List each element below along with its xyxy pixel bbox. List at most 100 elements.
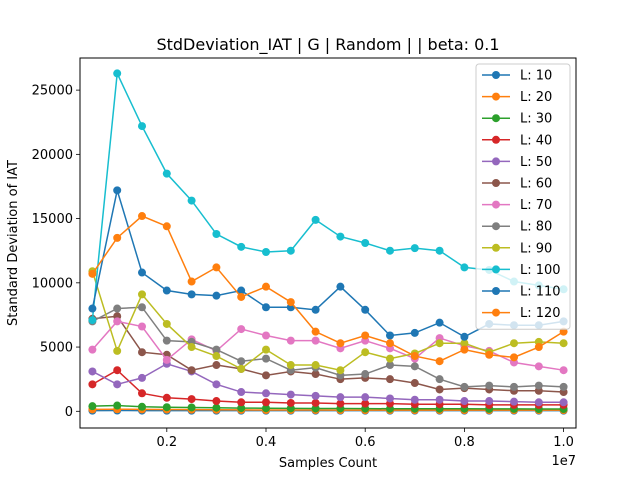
x-axis-offset-label: 1e7 bbox=[551, 454, 576, 469]
data-point bbox=[187, 366, 196, 375]
data-point bbox=[336, 393, 345, 402]
data-point bbox=[187, 395, 196, 404]
data-point bbox=[237, 325, 246, 334]
data-point bbox=[237, 357, 246, 366]
series-line bbox=[92, 362, 564, 404]
data-point bbox=[262, 389, 270, 398]
data-point bbox=[262, 345, 270, 354]
data-point bbox=[510, 353, 518, 362]
data-point bbox=[162, 336, 171, 345]
data-point bbox=[187, 196, 196, 205]
data-point bbox=[311, 215, 320, 224]
data-point bbox=[162, 355, 171, 364]
x-tick-label: 0.4 bbox=[256, 435, 277, 450]
legend-marker bbox=[492, 92, 500, 101]
data-point bbox=[386, 375, 394, 384]
data-point bbox=[485, 397, 494, 406]
data-point bbox=[88, 380, 97, 389]
data-point bbox=[138, 389, 146, 398]
data-point bbox=[410, 244, 419, 253]
data-point bbox=[187, 290, 196, 299]
legend-label: L: 100 bbox=[520, 263, 561, 278]
data-point bbox=[510, 382, 518, 391]
data-point bbox=[311, 361, 320, 370]
y-axis-ticks: 0 5000 10000 15000 20000 25000 bbox=[32, 84, 80, 420]
data-point bbox=[361, 399, 370, 408]
legend-label: L: 20 bbox=[520, 90, 552, 105]
legend-label: L: 10 bbox=[520, 69, 552, 84]
data-point bbox=[138, 373, 146, 382]
data-point bbox=[336, 339, 345, 348]
data-point bbox=[386, 246, 394, 255]
data-point bbox=[88, 316, 97, 325]
y-tick-label: 15000 bbox=[32, 212, 73, 227]
data-point bbox=[435, 246, 444, 255]
legend-entry: L: 120 bbox=[482, 306, 561, 321]
data-point bbox=[113, 304, 122, 313]
data-point bbox=[187, 343, 196, 352]
data-point bbox=[460, 339, 469, 348]
series-line bbox=[92, 404, 564, 410]
data-point bbox=[485, 381, 494, 390]
data-point bbox=[237, 242, 246, 251]
data-point bbox=[361, 370, 370, 379]
data-point bbox=[336, 232, 345, 241]
data-point bbox=[311, 398, 320, 407]
data-point bbox=[113, 401, 122, 410]
data-point bbox=[162, 169, 171, 178]
data-point bbox=[138, 122, 146, 131]
data-point bbox=[410, 379, 419, 388]
legend-marker bbox=[492, 308, 500, 317]
data-point bbox=[534, 343, 543, 352]
data-point bbox=[311, 336, 320, 345]
data-point bbox=[286, 336, 295, 345]
data-point bbox=[510, 339, 518, 348]
legend-marker bbox=[492, 135, 500, 144]
x-tick-label: 0.2 bbox=[156, 435, 177, 450]
legend-entry: L: 80 bbox=[482, 220, 552, 235]
data-point bbox=[559, 398, 568, 407]
legend-label: L: 110 bbox=[520, 285, 561, 300]
data-point bbox=[410, 352, 419, 361]
legend-label: L: 50 bbox=[520, 155, 552, 170]
data-point bbox=[286, 398, 295, 407]
data-point bbox=[361, 348, 370, 357]
data-point bbox=[386, 331, 394, 340]
data-point bbox=[559, 382, 568, 391]
data-point bbox=[88, 402, 97, 411]
data-point bbox=[262, 398, 270, 407]
data-point bbox=[559, 339, 568, 348]
legend-entry: L: 10 bbox=[482, 69, 552, 84]
legend-marker bbox=[492, 243, 500, 252]
data-point bbox=[336, 366, 345, 375]
data-point bbox=[485, 350, 494, 359]
data-point bbox=[138, 348, 146, 357]
series-line bbox=[92, 369, 564, 406]
data-point bbox=[361, 393, 370, 402]
x-tick-label: 0.6 bbox=[355, 435, 376, 450]
legend-entry: L: 20 bbox=[482, 90, 552, 105]
x-axis-ticks: 0.2 0.4 0.6 0.8 1.0 bbox=[156, 428, 574, 450]
data-point bbox=[286, 298, 295, 307]
y-axis-label: Standard Deviation of IAT bbox=[6, 160, 21, 326]
legend-marker bbox=[492, 114, 500, 123]
data-point bbox=[435, 385, 444, 394]
legend-marker bbox=[492, 287, 500, 295]
data-point bbox=[138, 402, 146, 411]
data-point bbox=[311, 404, 320, 413]
data-point bbox=[212, 230, 221, 239]
legend: L: 10 L: 20 L: 30 L: 40 L: 50 L: 60 L: 70 L: 80… bbox=[475, 63, 571, 330]
legend-label: L: 80 bbox=[520, 220, 552, 235]
legend-entry: L: 40 bbox=[482, 133, 552, 148]
legend-marker bbox=[492, 179, 500, 187]
data-point bbox=[286, 361, 295, 370]
data-point bbox=[262, 303, 270, 312]
x-axis-label: Samples Count bbox=[279, 456, 377, 471]
data-point bbox=[237, 404, 246, 413]
data-point bbox=[237, 286, 246, 295]
data-point bbox=[460, 263, 469, 272]
data-point bbox=[510, 397, 518, 406]
data-point bbox=[361, 305, 370, 314]
data-point bbox=[113, 233, 122, 242]
